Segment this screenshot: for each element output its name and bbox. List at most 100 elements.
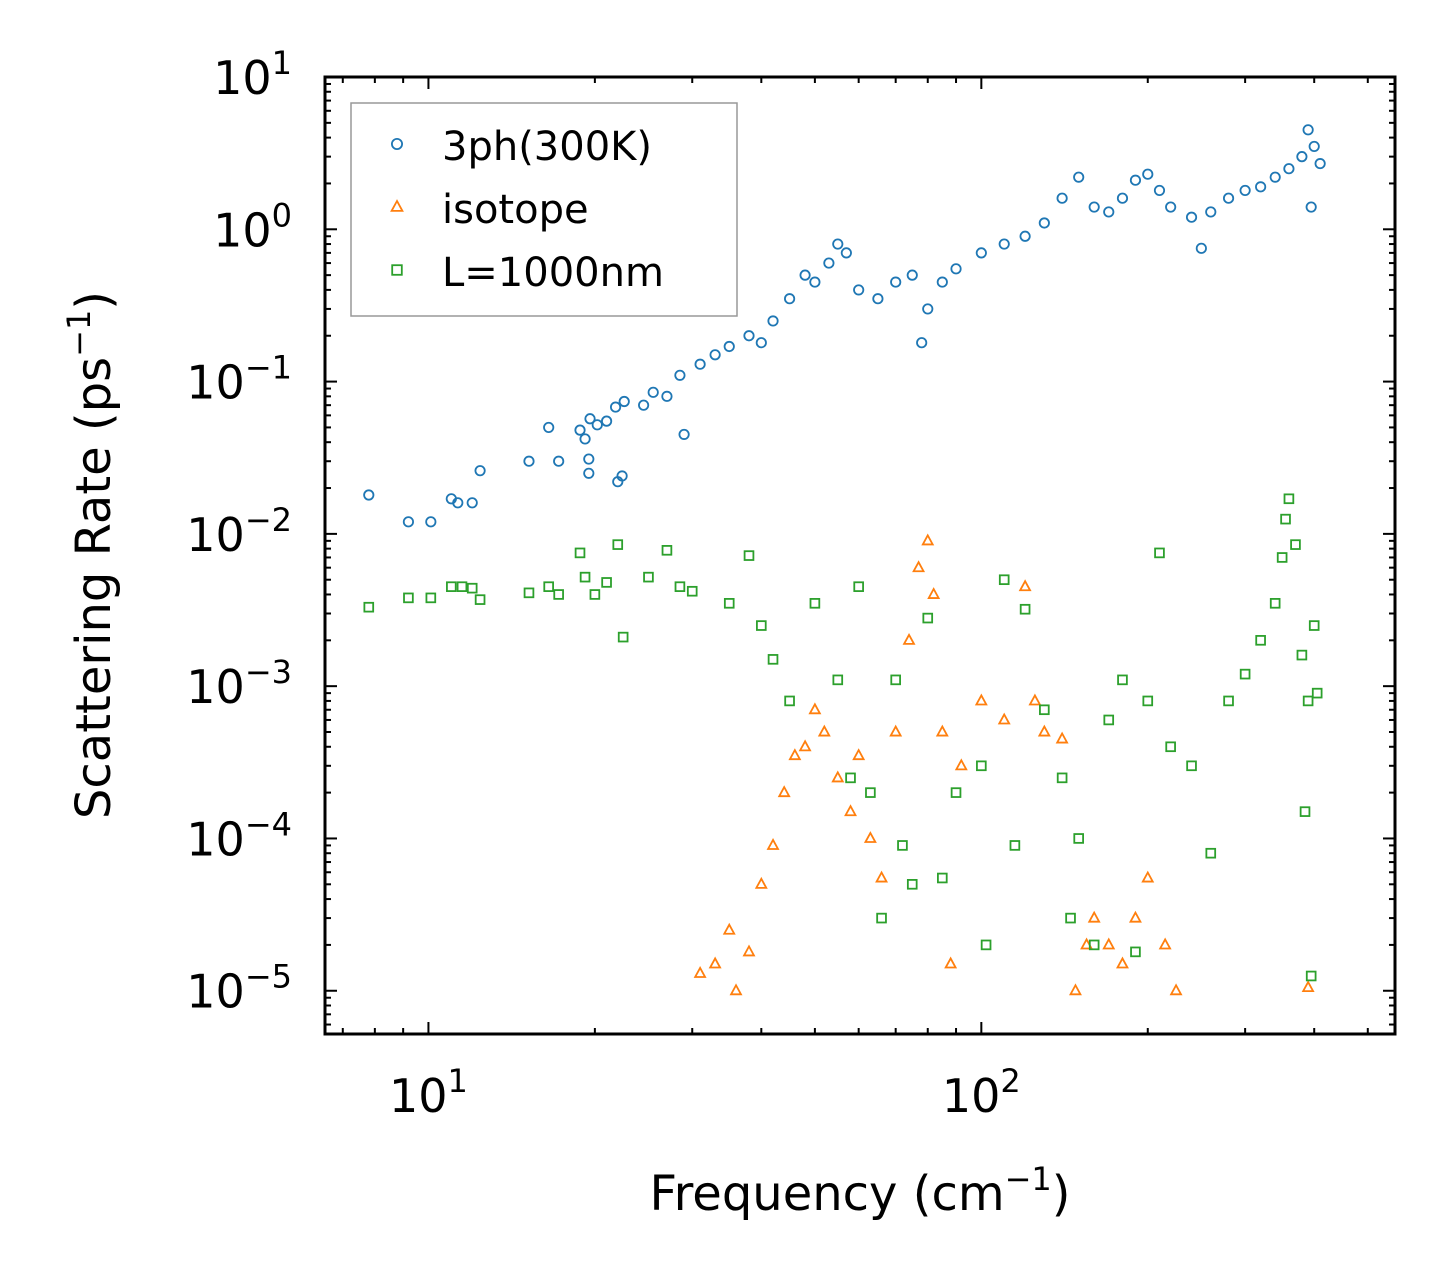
- data-point: [589, 589, 601, 600]
- data-point: [1142, 168, 1154, 180]
- data-point: [1195, 242, 1207, 254]
- data-point: [976, 760, 987, 772]
- y-tick-label: 101: [213, 44, 292, 105]
- data-point: [1165, 741, 1176, 753]
- data-point: [832, 238, 844, 250]
- legend-label: L=1000nm: [442, 250, 664, 296]
- data-point: [643, 571, 654, 583]
- data-point: [1130, 946, 1141, 958]
- data-point: [583, 467, 595, 479]
- data-point: [1039, 704, 1050, 716]
- data-point: [579, 433, 591, 445]
- data-point: [1128, 910, 1142, 923]
- data-point: [853, 284, 865, 296]
- data-point: [845, 772, 856, 784]
- data-point: [579, 571, 591, 583]
- data-point: [1222, 192, 1235, 204]
- data-point: [937, 872, 948, 884]
- data-point: [1311, 687, 1323, 699]
- data-point: [425, 592, 437, 604]
- data-point: [647, 386, 659, 398]
- data-point: [912, 560, 926, 573]
- data-point: [916, 337, 928, 349]
- data-point: [950, 787, 962, 798]
- data-point: [1165, 201, 1177, 213]
- data-point: [784, 293, 796, 305]
- data-point: [1142, 695, 1154, 707]
- data-point: [363, 489, 375, 501]
- data-point: [694, 358, 706, 370]
- data-point: [853, 581, 864, 592]
- data-point: [1009, 840, 1021, 851]
- data-point: [1205, 847, 1217, 859]
- series-square: [363, 493, 1323, 982]
- data-point: [784, 695, 795, 707]
- data-point: [954, 758, 968, 771]
- data-point: [742, 944, 756, 957]
- data-point: [709, 349, 721, 361]
- data-point: [1102, 937, 1116, 950]
- data-point: [452, 497, 464, 509]
- legend-box: [350, 102, 738, 317]
- data-point: [1314, 158, 1326, 170]
- data-point: [844, 804, 857, 817]
- data-point: [553, 589, 564, 600]
- legend-marker-circle: [390, 137, 403, 150]
- y-tick-label: 10−4: [186, 805, 292, 866]
- data-point: [852, 748, 866, 761]
- y-tick-label: 10−5: [186, 958, 292, 1019]
- data-point: [1129, 174, 1142, 186]
- data-point: [708, 956, 722, 969]
- data-point: [890, 276, 902, 288]
- data-point: [890, 674, 901, 686]
- data-point: [1302, 695, 1314, 707]
- data-point: [998, 238, 1010, 250]
- data-point: [638, 399, 650, 411]
- data-point: [617, 631, 629, 643]
- data-point: [661, 390, 673, 402]
- data-point: [661, 545, 673, 556]
- data-point: [1169, 983, 1183, 996]
- data-point: [363, 601, 375, 613]
- x-tick-label: 102: [942, 1062, 1021, 1123]
- legend: 3ph(300K) isotope L=1000nm: [350, 102, 738, 317]
- data-point: [936, 276, 948, 288]
- y-axis-label: Scattering Rate (ps−1): [60, 291, 122, 819]
- data-point: [998, 574, 1010, 586]
- data-point: [1087, 910, 1101, 923]
- data-point: [1141, 870, 1155, 883]
- data-point: [1308, 140, 1320, 153]
- x-tick-label: 101: [389, 1062, 468, 1123]
- legend-label: isotope: [442, 187, 589, 233]
- data-point: [1302, 124, 1314, 136]
- data-point: [743, 550, 755, 561]
- data-point: [618, 395, 630, 408]
- data-point: [553, 455, 565, 467]
- data-point: [975, 247, 987, 259]
- y-tick-label: 10−1: [186, 349, 292, 410]
- data-point: [403, 592, 414, 604]
- data-point: [876, 912, 887, 924]
- data-point: [1073, 833, 1084, 844]
- data-point: [574, 547, 586, 559]
- data-point: [523, 587, 535, 599]
- data-point: [1308, 620, 1320, 631]
- data-point: [922, 612, 934, 624]
- data-point: [809, 276, 821, 288]
- data-point: [1296, 649, 1308, 661]
- data-point: [1088, 201, 1100, 213]
- legend-label: 3ph(300K): [442, 124, 652, 170]
- data-point: [609, 401, 622, 413]
- data-point: [889, 724, 903, 737]
- data-point: [767, 315, 779, 327]
- legend-marker-square: [391, 264, 403, 276]
- data-point: [425, 516, 437, 528]
- data-point: [863, 831, 877, 843]
- data-point: [466, 582, 478, 594]
- data-point: [1103, 714, 1115, 726]
- data-point: [1116, 956, 1129, 969]
- data-point: [1205, 206, 1217, 218]
- data-point: [777, 785, 791, 798]
- data-point: [766, 838, 780, 850]
- data-point: [1019, 603, 1031, 615]
